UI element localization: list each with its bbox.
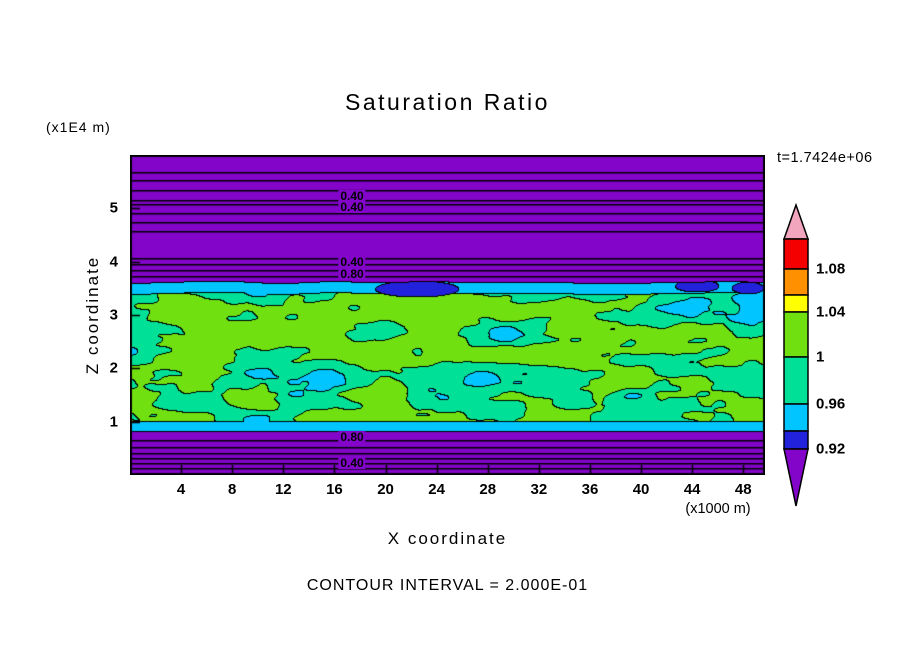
colorbar-segment-cyan xyxy=(783,403,809,432)
plot-title: Saturation Ratio xyxy=(345,89,550,115)
x-tick-label: 8 xyxy=(228,481,237,498)
colorbar-segment-yellow_green xyxy=(783,311,809,358)
colorbar-tick-label: 0.92 xyxy=(816,440,846,458)
colorbar-segment-purple xyxy=(783,448,809,507)
contour-line-label: 0.40 xyxy=(338,456,366,470)
x-tick-label: 4 xyxy=(176,481,186,498)
colorbar-swatches xyxy=(782,202,810,507)
y-axis-unit-label: (x1E4 m) xyxy=(46,119,111,135)
contour-line-label: 0.40 xyxy=(338,189,366,203)
colorbar-tick-label: 1 xyxy=(816,348,825,366)
x-axis-label: X coordinate xyxy=(387,529,508,548)
contour-line-label: 0.40 xyxy=(338,200,366,214)
y-tick-label: 2 xyxy=(109,359,118,377)
contour-line-label: 0.80 xyxy=(338,430,366,444)
colorbar-segment-spring_green xyxy=(783,356,809,405)
colorbar-segment-red xyxy=(783,238,809,270)
x-tick-label: 44 xyxy=(683,481,701,498)
colorbar-tick-label: 0.96 xyxy=(816,395,846,413)
colorbar-segment-yellow xyxy=(783,294,809,313)
x-tick-label: 36 xyxy=(581,481,599,498)
time-annotation: t=1.7424e+06 xyxy=(777,150,873,166)
x-tick-label: 16 xyxy=(326,481,343,498)
y-tick-label: 1 xyxy=(109,413,118,431)
y-tick-label: 4 xyxy=(109,253,118,271)
colorbar-segment-orange xyxy=(783,268,809,296)
contour-field-canvas xyxy=(130,155,765,475)
x-tick-label: 20 xyxy=(377,481,394,498)
y-tick-label: 3 xyxy=(109,306,118,324)
x-axis-unit-label: (x1000 m) xyxy=(685,501,751,517)
colorbar-tick-label: 1.04 xyxy=(816,303,846,321)
y-tick-label: 5 xyxy=(109,199,118,217)
contour-line-label: 0.80 xyxy=(338,267,366,281)
x-tick-label: 40 xyxy=(632,481,650,498)
y-axis-label: Z coordinate xyxy=(83,255,102,375)
contour-line-label: 0.40 xyxy=(338,255,366,269)
x-tick-label: 28 xyxy=(479,481,497,498)
plot-area: 0.40 0.40 0.40 0.80 0.80 0.40 xyxy=(130,155,765,475)
colorbar-segment-pink xyxy=(782,202,810,240)
colorbar-tick-label: 1.08 xyxy=(816,260,846,278)
contour-interval-label: CONTOUR INTERVAL = 2.000E-01 xyxy=(306,577,589,594)
x-tick-label: 12 xyxy=(274,481,292,498)
x-tick-label: 32 xyxy=(530,481,548,498)
x-tick-label: 48 xyxy=(734,481,752,498)
colorbar: 1.08 1.04 1 0.96 0.92 xyxy=(780,202,900,515)
x-tick-label: 24 xyxy=(428,481,445,498)
colorbar-segment-blue xyxy=(783,430,809,450)
